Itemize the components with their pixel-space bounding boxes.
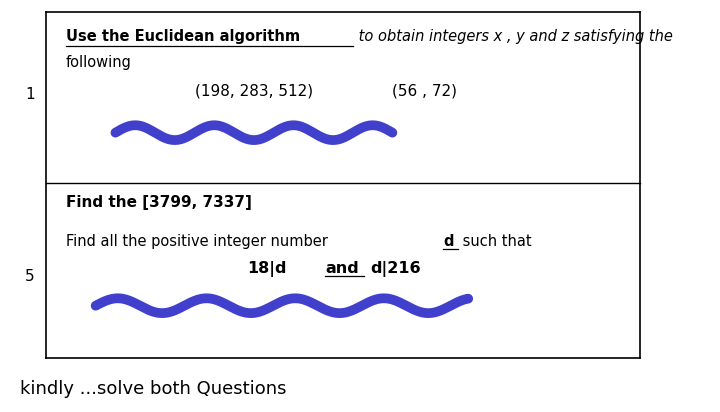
Text: (56 , 72): (56 , 72) <box>392 84 457 99</box>
Text: d: d <box>444 234 454 248</box>
Text: to obtain integers x , y and z satisfying the: to obtain integers x , y and z satisfyin… <box>354 29 673 44</box>
Text: and: and <box>325 261 359 276</box>
Text: Find all the positive integer number: Find all the positive integer number <box>66 234 333 248</box>
Text: d|216: d|216 <box>371 261 421 276</box>
Text: 5: 5 <box>25 269 35 283</box>
Text: 1: 1 <box>25 87 35 102</box>
Text: (198, 283, 512): (198, 283, 512) <box>194 84 312 99</box>
Text: Use the Euclidean algorithm: Use the Euclidean algorithm <box>66 29 300 44</box>
Text: Find the [3799, 7337]: Find the [3799, 7337] <box>66 195 252 210</box>
Text: 18|d: 18|d <box>247 261 287 276</box>
Text: such that: such that <box>458 234 531 248</box>
Text: following: following <box>66 55 132 70</box>
Text: kindly ...solve both Questions: kindly ...solve both Questions <box>19 379 287 398</box>
